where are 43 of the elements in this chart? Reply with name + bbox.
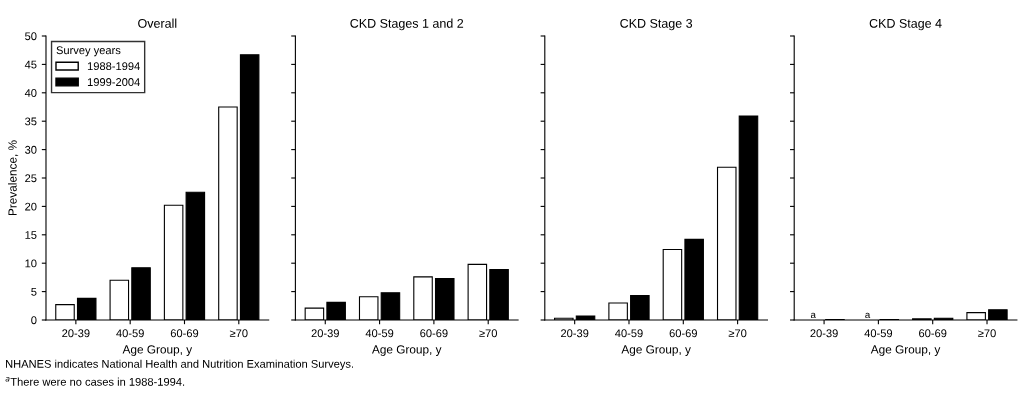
y-tick-label: 15 xyxy=(25,231,37,239)
x-tick-label: 20-39 xyxy=(62,329,90,338)
text: a xyxy=(865,312,871,319)
x-tick-label: 60-69 xyxy=(919,329,947,338)
y-tick-label: 50 xyxy=(25,32,37,41)
x-tick-label: ≥70 xyxy=(229,329,248,338)
y-axis-title: Prevalence, % xyxy=(8,140,19,216)
x-tick-label: 20-39 xyxy=(311,329,339,338)
x-tick-label: ≥70 xyxy=(978,329,996,338)
y-tick-label: 30 xyxy=(25,145,37,154)
x-tick-label: 40-59 xyxy=(615,329,643,338)
legend-label: 1999-2004 xyxy=(87,78,140,86)
chart-title: Overall xyxy=(138,18,177,28)
x-tick-label: ≥70 xyxy=(479,329,497,338)
text: NHANES indicates National Health and Nutrition Examination Surveys. xyxy=(6,359,354,370)
x-tick-label: 40-59 xyxy=(864,329,893,338)
chart-title: CKD Stage 4 xyxy=(869,18,942,31)
x-tick-label: 40-59 xyxy=(365,329,394,338)
legend-label: 1988-1994 xyxy=(87,62,140,71)
x-axis-title: Age Group, y xyxy=(870,345,941,356)
x-axis-title: Age Group, y xyxy=(621,345,691,356)
y-tick-label: 10 xyxy=(25,259,37,268)
x-tick-label: 60-69 xyxy=(420,329,448,338)
chart-title: CKD Stages 1 and 2 xyxy=(350,18,464,31)
legend-title: Survey years xyxy=(56,46,121,57)
y-tick-label: 20 xyxy=(25,202,37,211)
x-axis-title: Age Group, y xyxy=(371,345,442,356)
text: a xyxy=(810,312,816,319)
chart-title: CKD Stage 3 xyxy=(620,18,693,31)
x-tick-label: 20-39 xyxy=(561,329,589,338)
x-tick-label: 20-39 xyxy=(810,329,838,338)
y-tick-label: 0 xyxy=(31,316,37,325)
text: $^{a}$There were no cases in 1988-1994. xyxy=(5,377,185,386)
y-tick-label: 45 xyxy=(24,60,37,69)
x-axis-title: Age Group, y xyxy=(122,345,193,356)
x-tick-label: 60-69 xyxy=(669,329,697,338)
y-tick-label: 5 xyxy=(31,287,37,296)
y-tick-label: 40 xyxy=(24,89,37,97)
x-tick-label: 60-69 xyxy=(170,329,199,338)
y-tick-label: 35 xyxy=(25,117,37,126)
y-tick-label: 25 xyxy=(25,174,37,183)
x-tick-label: ≥70 xyxy=(728,329,747,338)
x-tick-label: 40-59 xyxy=(116,329,144,338)
